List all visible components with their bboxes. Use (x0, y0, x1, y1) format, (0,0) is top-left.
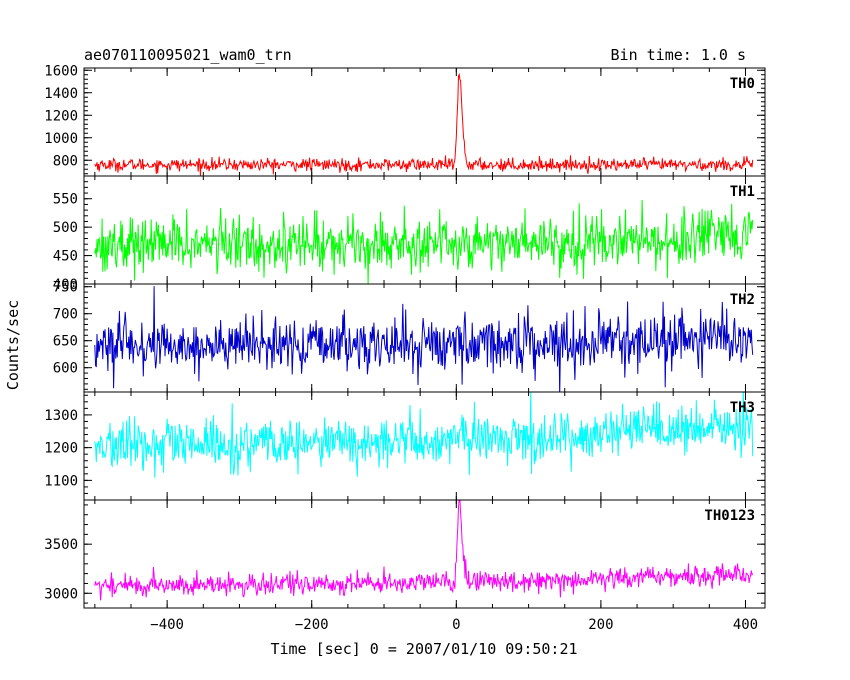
y-tick-label: 1300 (44, 408, 78, 424)
y-tick-label: 400 (53, 277, 78, 293)
y-tick-label: 700 (53, 307, 78, 323)
panel-label: TH0123 (704, 508, 755, 524)
panel-label: TH1 (730, 184, 755, 200)
series-line-th0123 (94, 500, 754, 601)
y-tick-label: 1400 (44, 86, 78, 102)
series-line-th3 (94, 392, 754, 478)
x-tick-label: −400 (150, 617, 184, 633)
series-line-th1 (94, 199, 754, 284)
y-tick-label: 1100 (44, 473, 78, 489)
panel-th3: 1100 1200 1300 TH3 (44, 391, 766, 501)
panel-label: TH3 (730, 400, 755, 416)
y-tick-label: 800 (53, 153, 78, 169)
y-tick-label: 450 (53, 249, 78, 265)
panel-th2: 600 650 700 750 TH2 (53, 280, 766, 393)
y-tick-label: 500 (53, 220, 78, 236)
x-tick-label: 400 (733, 617, 758, 633)
y-tick-label: 1200 (44, 441, 78, 457)
y-tick-label: 1200 (44, 108, 78, 124)
panel-label: TH0 (730, 76, 755, 92)
panel-frame (83, 499, 766, 609)
panel-th0: 800 1000 1200 1400 1600 TH0 (44, 63, 766, 177)
y-tick-label: 3500 (44, 537, 78, 553)
panel-th1: 400 450 500 550 TH1 (53, 175, 766, 293)
x-tick-label: −200 (295, 617, 329, 633)
y-tick-label: 550 (53, 192, 78, 208)
chart-title: ae070110095021_wam0_trn (84, 46, 292, 64)
y-tick-label: 1600 (44, 63, 78, 79)
panel-label: TH2 (730, 292, 755, 308)
panel-th0123: 3000 3500 TH0123 (44, 499, 766, 609)
series-line-th0 (94, 72, 754, 176)
y-tick-label: 1000 (44, 131, 78, 147)
series-line-th2 (94, 286, 754, 392)
y-tick-label: 650 (53, 334, 78, 350)
y-tick-label: 600 (53, 361, 78, 377)
panels-group: 800 1000 1200 1400 1600 TH0 400 450 500 550 TH1 600… (44, 63, 766, 633)
y-tick-label: 3000 (44, 586, 78, 602)
y-tick-label: 750 (53, 280, 78, 296)
bin-time-label: Bin time: 1.0 s (611, 46, 746, 64)
x-axis-title: Time [sec] 0 = 2007/01/10 09:50:21 (270, 640, 577, 658)
y-axis-title: Counts/sec (4, 300, 22, 390)
x-tick-label: 200 (588, 617, 613, 633)
x-tick-label: 0 (452, 617, 460, 633)
